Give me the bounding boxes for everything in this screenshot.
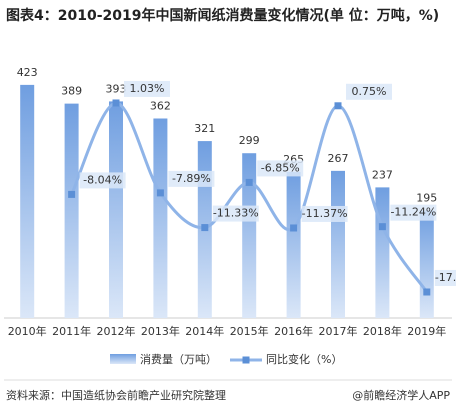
label-box (124, 80, 170, 97)
legend-label: 同比变化（%） (266, 352, 342, 366)
chart-title: 图表4：2010-2019年中国新闻纸消费量变化情况(单 位：万吨，%) (6, 8, 440, 24)
bar (153, 118, 168, 319)
legend-swatch (110, 354, 136, 364)
bar-label: 362 (150, 99, 171, 112)
label-box (212, 205, 259, 222)
x-tick-label: 2014年 (185, 324, 224, 338)
bar-label: 237 (372, 168, 393, 181)
line-label: -8.04% (83, 173, 122, 186)
x-tick-label: 2016年 (274, 324, 313, 338)
bar-label: 267 (328, 152, 349, 165)
legend-label: 消费量（万吨） (140, 352, 217, 366)
x-tick-label: 2018年 (363, 324, 402, 338)
label-box (301, 205, 348, 222)
x-tick-label: 2013年 (141, 324, 180, 338)
line-marker (201, 224, 209, 232)
bar (109, 101, 123, 318)
line-label: -11.33% (213, 207, 259, 220)
line-label: 1.03% (130, 82, 165, 95)
brand: @前瞻经济学人APP (352, 388, 450, 402)
label-box (168, 170, 215, 187)
bar (242, 153, 257, 318)
line-marker (334, 102, 342, 110)
x-tick-label: 2017年 (319, 324, 358, 338)
bar (286, 171, 301, 318)
line-marker (156, 189, 164, 197)
bar-label: 299 (239, 134, 260, 147)
line-marker (290, 224, 298, 232)
bar-label: 423 (17, 66, 38, 79)
line-label: -11.24% (390, 206, 436, 219)
source: 资料来源：中国造纸协会前瞻产业研究院整理 (6, 388, 226, 402)
bar-label: 393 (106, 82, 127, 95)
line-label: -7.89% (172, 172, 211, 185)
label-box (346, 83, 392, 100)
bar (375, 187, 390, 318)
x-tick-label: 2019年 (407, 324, 446, 338)
line-label: -6.85% (261, 161, 300, 174)
label-box (257, 160, 304, 177)
line-marker (112, 99, 120, 107)
bar (64, 103, 79, 319)
x-tick-label: 2011年 (52, 324, 91, 338)
x-tick-label: 2010年 (8, 324, 47, 338)
bar-label: 389 (61, 85, 82, 98)
bar-label: 321 (194, 122, 215, 135)
bar (419, 210, 434, 318)
label-box (79, 172, 126, 189)
bar (20, 84, 35, 318)
line (70, 101, 429, 293)
line-label: -11.37% (302, 207, 348, 220)
line-label: -17.72% (435, 271, 456, 284)
x-tick-label: 2015年 (230, 324, 269, 338)
label-box (434, 269, 456, 286)
line-marker (423, 288, 431, 296)
legend-swatch (242, 356, 250, 364)
label-box (390, 204, 437, 221)
bar (331, 170, 345, 318)
bar-label: 195 (416, 192, 437, 205)
line-label: 0.75% (352, 85, 387, 98)
line-marker (378, 223, 386, 231)
x-tick-label: 2012年 (97, 324, 136, 338)
line-marker (68, 190, 76, 198)
line-marker (245, 178, 253, 186)
